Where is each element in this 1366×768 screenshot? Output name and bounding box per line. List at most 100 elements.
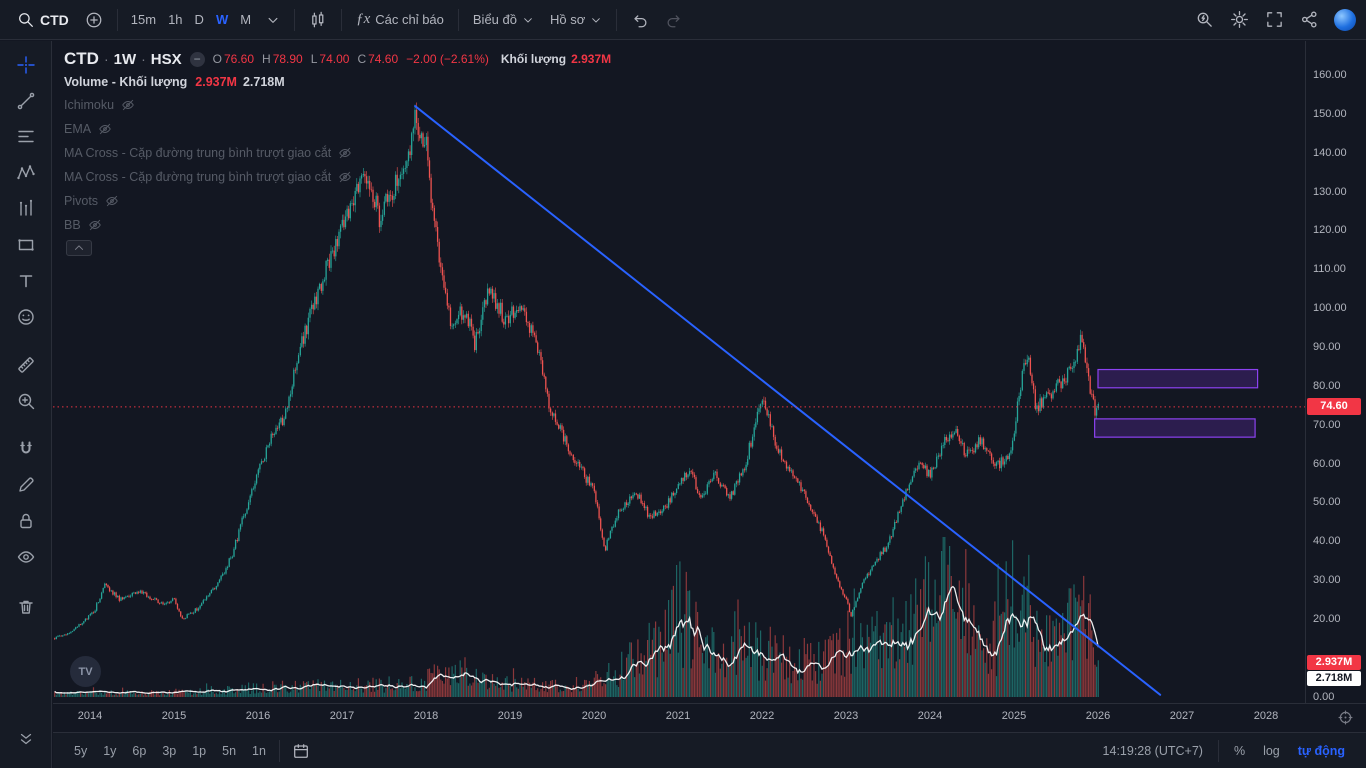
browser-logo-icon[interactable] <box>1334 8 1356 31</box>
legend-interval[interactable]: 1W <box>113 50 137 68</box>
eye-off-wrap[interactable] <box>121 98 135 112</box>
eye-off-icon[interactable] <box>98 122 112 136</box>
time-tick-label: 2021 <box>665 710 691 722</box>
tool-bars-pattern-button[interactable] <box>7 192 45 226</box>
eye-off-wrap[interactable] <box>88 218 102 232</box>
tool-zoom-in-button[interactable] <box>7 384 45 418</box>
volume-study-value-1: 2.937M <box>195 75 237 89</box>
redo-button[interactable] <box>658 6 690 34</box>
magnet-icon <box>19 441 32 454</box>
volume-study-row[interactable]: Volume - Khối lượng 2.937M 2.718M <box>64 71 611 93</box>
time-tick-label: 2028 <box>1253 710 1279 722</box>
tool-fib-retracement-button[interactable] <box>7 120 45 154</box>
clock-button[interactable]: 14:19:28 (UTC+7) <box>1095 739 1211 763</box>
hidden-indicator-row[interactable]: EMA <box>64 117 611 141</box>
indicators-button[interactable]: ƒx Các chỉ báo <box>349 6 451 34</box>
fib-retracement-icon <box>17 130 34 143</box>
eye-off-icon[interactable] <box>88 218 102 232</box>
price-tick-label: 50.00 <box>1313 496 1341 509</box>
price-chart-svg[interactable] <box>53 41 1305 703</box>
profile-button[interactable]: Hồ sơ <box>543 6 609 34</box>
range-1y-button[interactable]: 1y <box>95 739 124 763</box>
range-6p-button[interactable]: 6p <box>124 739 154 763</box>
plus-circle-icon <box>86 12 102 27</box>
indicator-label: BB <box>64 218 81 232</box>
trend-line-drawing <box>414 105 1162 696</box>
settings-button[interactable] <box>1223 6 1256 34</box>
hidden-indicator-row[interactable]: Pivots <box>64 189 611 213</box>
candlesticks <box>54 102 1099 640</box>
range-1n-button[interactable]: 1n <box>244 739 274 763</box>
profile-menu-label: Hồ sơ <box>549 12 586 27</box>
log-scale-button[interactable]: log <box>1255 739 1288 763</box>
hidden-indicator-row[interactable]: MA Cross - Cặp đường trung bình trượt gi… <box>64 165 611 189</box>
undo-button[interactable] <box>624 6 656 34</box>
tool-lock-button[interactable] <box>7 504 45 538</box>
hidden-indicator-row[interactable]: BB <box>64 213 611 237</box>
symbol-search-button[interactable]: CTD <box>10 6 76 34</box>
low-value: 74.00 <box>319 52 350 66</box>
tool-hide-all-button[interactable] <box>7 540 45 574</box>
toolbar-divider <box>457 8 459 31</box>
interval-dropdown-button[interactable] <box>259 6 287 34</box>
indicator-label: MA Cross - Cặp đường trung bình trượt gi… <box>64 170 332 184</box>
chart-layout-button[interactable]: Biểu đồ <box>466 6 541 34</box>
range-1p-button[interactable]: 1p <box>184 739 214 763</box>
interval-15m-button[interactable]: 15m <box>125 6 162 34</box>
legend-symbol[interactable]: CTD <box>64 49 99 68</box>
tool-magnet-button[interactable] <box>7 432 45 466</box>
tool-rectangle-button[interactable] <box>7 228 45 262</box>
eye-off-wrap[interactable] <box>105 194 119 208</box>
legend-marker-icon[interactable]: − <box>189 51 205 67</box>
interval-W-button[interactable]: W <box>210 6 234 34</box>
high-value: 78.90 <box>272 52 303 66</box>
hidden-indicator-row[interactable]: MA Cross - Cặp đường trung bình trượt gi… <box>64 141 611 165</box>
tool-text-button[interactable] <box>7 264 45 298</box>
interval-D-button[interactable]: D <box>189 6 210 34</box>
percent-scale-button[interactable]: % <box>1226 739 1253 763</box>
eye-off-icon[interactable] <box>338 170 352 184</box>
quick-search-button[interactable] <box>1188 6 1221 34</box>
time-tick-label: 2027 <box>1169 710 1195 722</box>
eye-off-wrap[interactable] <box>338 146 352 160</box>
price-tick-label: 120.00 <box>1313 224 1347 237</box>
tool-ruler-button[interactable] <box>7 348 45 382</box>
fullscreen-button[interactable] <box>1258 6 1291 34</box>
price-axis[interactable]: 160.00 150.00 140.00 130.00 120.00 110.00 100.… <box>1305 41 1366 703</box>
top-toolbar: CTD 15m 1h D W M ƒx Các chỉ báo Biểu đồ <box>0 0 1366 40</box>
toolbar-divider <box>116 8 118 31</box>
eye-off-icon[interactable] <box>338 146 352 160</box>
tool-emoji-button[interactable] <box>7 300 45 334</box>
tool-pencil-button[interactable] <box>7 468 45 502</box>
bottom-toolbar-right: 14:19:28 (UTC+7) % log tự động <box>1095 739 1353 763</box>
chart-type-button[interactable] <box>302 6 334 34</box>
auto-scale-button[interactable]: tự động <box>1290 739 1353 763</box>
hidden-indicator-row[interactable]: Ichimoku <box>64 93 611 117</box>
time-tick-label: 2025 <box>1001 710 1027 722</box>
compare-add-button[interactable] <box>78 6 110 34</box>
tool-remove-button[interactable] <box>7 590 45 624</box>
tool-xabcd-pattern-button[interactable] <box>7 156 45 190</box>
range-5n-button[interactable]: 5n <box>214 739 244 763</box>
time-tick-label: 2017 <box>329 710 355 722</box>
eye-off-icon[interactable] <box>105 194 119 208</box>
tool-trend-line-button[interactable] <box>7 84 45 118</box>
go-to-date-button[interactable] <box>285 737 317 765</box>
eye-off-wrap[interactable] <box>98 122 112 136</box>
drawing-panel-toggle-button[interactable] <box>7 722 45 756</box>
price-tick-label: 60.00 <box>1313 457 1341 470</box>
legend-collapse-button[interactable] <box>66 240 92 256</box>
interval-1h-button[interactable]: 1h <box>162 6 188 34</box>
legend-separator: · <box>103 51 109 67</box>
interval-M-button[interactable]: M <box>234 6 257 34</box>
time-axis[interactable]: 2014 2015 2016 2017 2018 2019 2020 2021 2022 2023… <box>53 703 1366 731</box>
tool-crosshair-button[interactable] <box>7 48 45 82</box>
bars-pattern-icon <box>19 199 32 216</box>
range-5y-button[interactable]: 5y <box>66 739 95 763</box>
tradingview-logo[interactable]: TV <box>70 656 101 687</box>
eye-off-icon[interactable] <box>121 98 135 112</box>
eye-off-wrap[interactable] <box>338 170 352 184</box>
share-button[interactable] <box>1293 6 1326 34</box>
range-3p-button[interactable]: 3p <box>154 739 184 763</box>
axis-target-icon[interactable] <box>1337 709 1354 726</box>
